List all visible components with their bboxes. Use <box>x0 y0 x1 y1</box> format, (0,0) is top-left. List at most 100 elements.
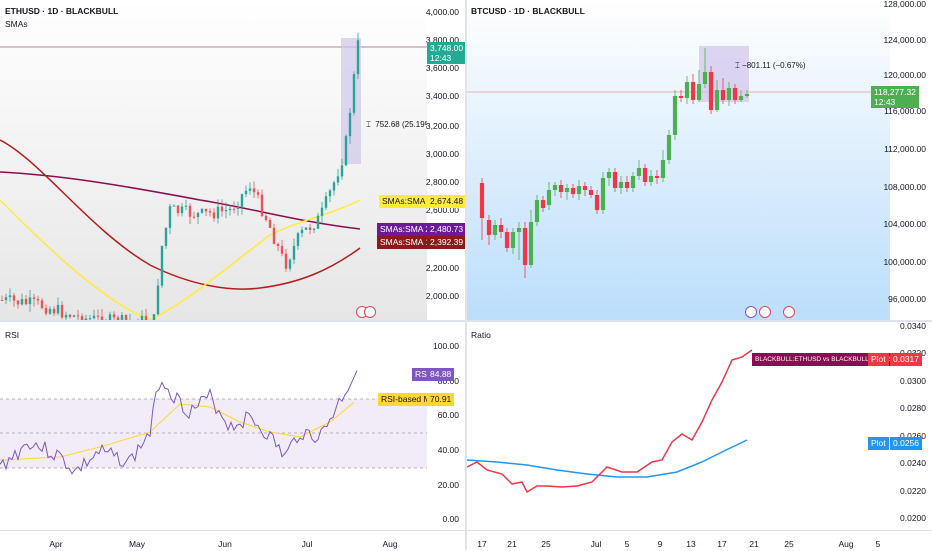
candle-body <box>690 82 696 100</box>
x-tick-label: 17 <box>717 539 727 549</box>
candle-body <box>200 208 204 213</box>
candle-body <box>316 215 320 229</box>
candle-body <box>164 227 168 246</box>
btc-price-tag: 118,277.32 12:43 <box>871 86 919 108</box>
sma200-line <box>0 171 361 230</box>
eth-candles <box>0 32 360 320</box>
candle-body <box>552 185 558 190</box>
candle-body <box>744 94 750 96</box>
candle-body <box>188 205 192 217</box>
y-tick-label: 4,000.00 <box>425 7 459 17</box>
candle-body <box>332 182 336 191</box>
rsi-title[interactable]: RSI <box>5 330 20 340</box>
candle-body <box>292 245 296 260</box>
candle-body <box>208 211 212 213</box>
sma50-value: 2,674.48 <box>427 195 467 208</box>
candle-body <box>340 165 344 177</box>
y-tick-label: 0.0260 <box>900 431 926 441</box>
flash-icon[interactable] <box>745 306 757 318</box>
candle-body <box>492 225 498 235</box>
candle-body <box>348 112 352 137</box>
pane-divider[interactable] <box>0 320 932 322</box>
candle-body <box>28 297 32 305</box>
candle-body <box>144 315 148 320</box>
ratio-plot1-tag: Plot <box>868 353 889 366</box>
candle-body <box>296 233 300 246</box>
x-tick-label: Jul <box>590 539 602 549</box>
right-time-axis[interactable]: 17 21 25 Jul 5 9 13 17 21 25 Aug 5 <box>467 530 932 551</box>
candle-body <box>236 206 240 210</box>
btc-price-axis[interactable]: 128,000.00 124,000.00 120,000.00 116,000.00… <box>883 0 932 320</box>
candle-body <box>44 308 48 314</box>
candle-body <box>216 206 220 219</box>
candle-body <box>172 205 176 207</box>
candle-body <box>32 297 36 299</box>
candle-body <box>252 188 256 193</box>
candle-body <box>248 188 252 191</box>
candle-body <box>88 318 92 320</box>
ratio-canvas[interactable] <box>467 322 890 530</box>
candle-body <box>156 285 160 315</box>
candle-body <box>504 232 510 248</box>
y-tick-label: 3,400.00 <box>425 91 459 101</box>
candle-body <box>714 90 720 110</box>
y-tick-label: 0.0280 <box>900 403 926 413</box>
candle-body <box>732 88 738 100</box>
candle-body <box>534 200 540 222</box>
candle-body <box>220 206 224 212</box>
y-tick-label: 20.00 <box>437 480 459 490</box>
y-tick-label: 112,000.00 <box>884 144 926 154</box>
y-tick-label: 100.00 <box>433 341 459 351</box>
candle-body <box>624 182 630 188</box>
eth-indicator-label[interactable]: SMAs <box>5 19 28 29</box>
measure-icon: ⌶ <box>366 120 371 129</box>
candle-body <box>96 315 100 317</box>
y-tick-label: 0.0340 <box>900 321 926 331</box>
left-time-axis[interactable]: Apr May Jun Jul Aug <box>0 530 465 551</box>
pane-divider[interactable] <box>465 0 467 550</box>
btc-chart-canvas[interactable] <box>467 0 890 320</box>
measure-label: ⌶ −801.11 (−0.67%) <box>735 61 806 70</box>
candle-body <box>576 186 582 194</box>
y-tick-label: 0.0220 <box>900 486 926 496</box>
candle-body <box>72 315 76 317</box>
btc-chart-pane[interactable]: BTCUSD · 1D · BLACKBULL ⌶ −801.11 (−0.67… <box>467 0 890 320</box>
x-tick-label: 5 <box>875 539 881 549</box>
y-tick-label: 3,600.00 <box>425 63 459 73</box>
sma100-tag: SMAs:SMA 100 <box>377 236 443 249</box>
y-tick-label: 60.00 <box>437 410 459 420</box>
candle-body <box>516 228 522 232</box>
candle-body <box>256 192 260 195</box>
candle-body <box>112 314 116 318</box>
ratio-sma-line <box>467 439 748 478</box>
x-tick-label: 25 <box>541 539 551 549</box>
ratio-title[interactable]: Ratio <box>471 330 491 340</box>
candle-body <box>328 190 332 197</box>
event-icon[interactable] <box>364 306 376 318</box>
y-tick-label: 120,000.00 <box>883 70 926 80</box>
candle-body <box>708 72 714 110</box>
btc-candles <box>479 48 750 278</box>
candle-body <box>108 314 112 320</box>
candle-body <box>124 314 128 320</box>
y-tick-label: 96,000.00 <box>888 294 926 304</box>
eth-chart-pane[interactable]: ETHUSD · 1D · BLACKBULL SMAs ⌶ 752.68 (2… <box>0 0 427 320</box>
candle-body <box>588 190 594 195</box>
candle-body <box>702 72 708 84</box>
candle-body <box>76 315 80 317</box>
rsi-line <box>0 370 358 475</box>
flag-icon[interactable] <box>759 306 771 318</box>
x-tick-label: 5 <box>624 539 630 549</box>
eth-title: ETHUSD · 1D · BLACKBULL <box>5 6 119 16</box>
rsi-pane[interactable]: RSI <box>0 322 427 530</box>
candle-body <box>344 136 348 166</box>
candle-body <box>84 318 88 320</box>
eth-chart-canvas[interactable] <box>0 0 427 320</box>
candle-body <box>80 316 84 320</box>
event-icon[interactable] <box>783 306 795 318</box>
candle-body <box>100 316 104 320</box>
candle-body <box>260 194 264 216</box>
candle-body <box>268 219 272 228</box>
rsi-canvas[interactable] <box>0 322 427 530</box>
rsi-axis[interactable]: 100.00 80.00 60.00 40.00 20.00 0.00 <box>427 322 465 530</box>
